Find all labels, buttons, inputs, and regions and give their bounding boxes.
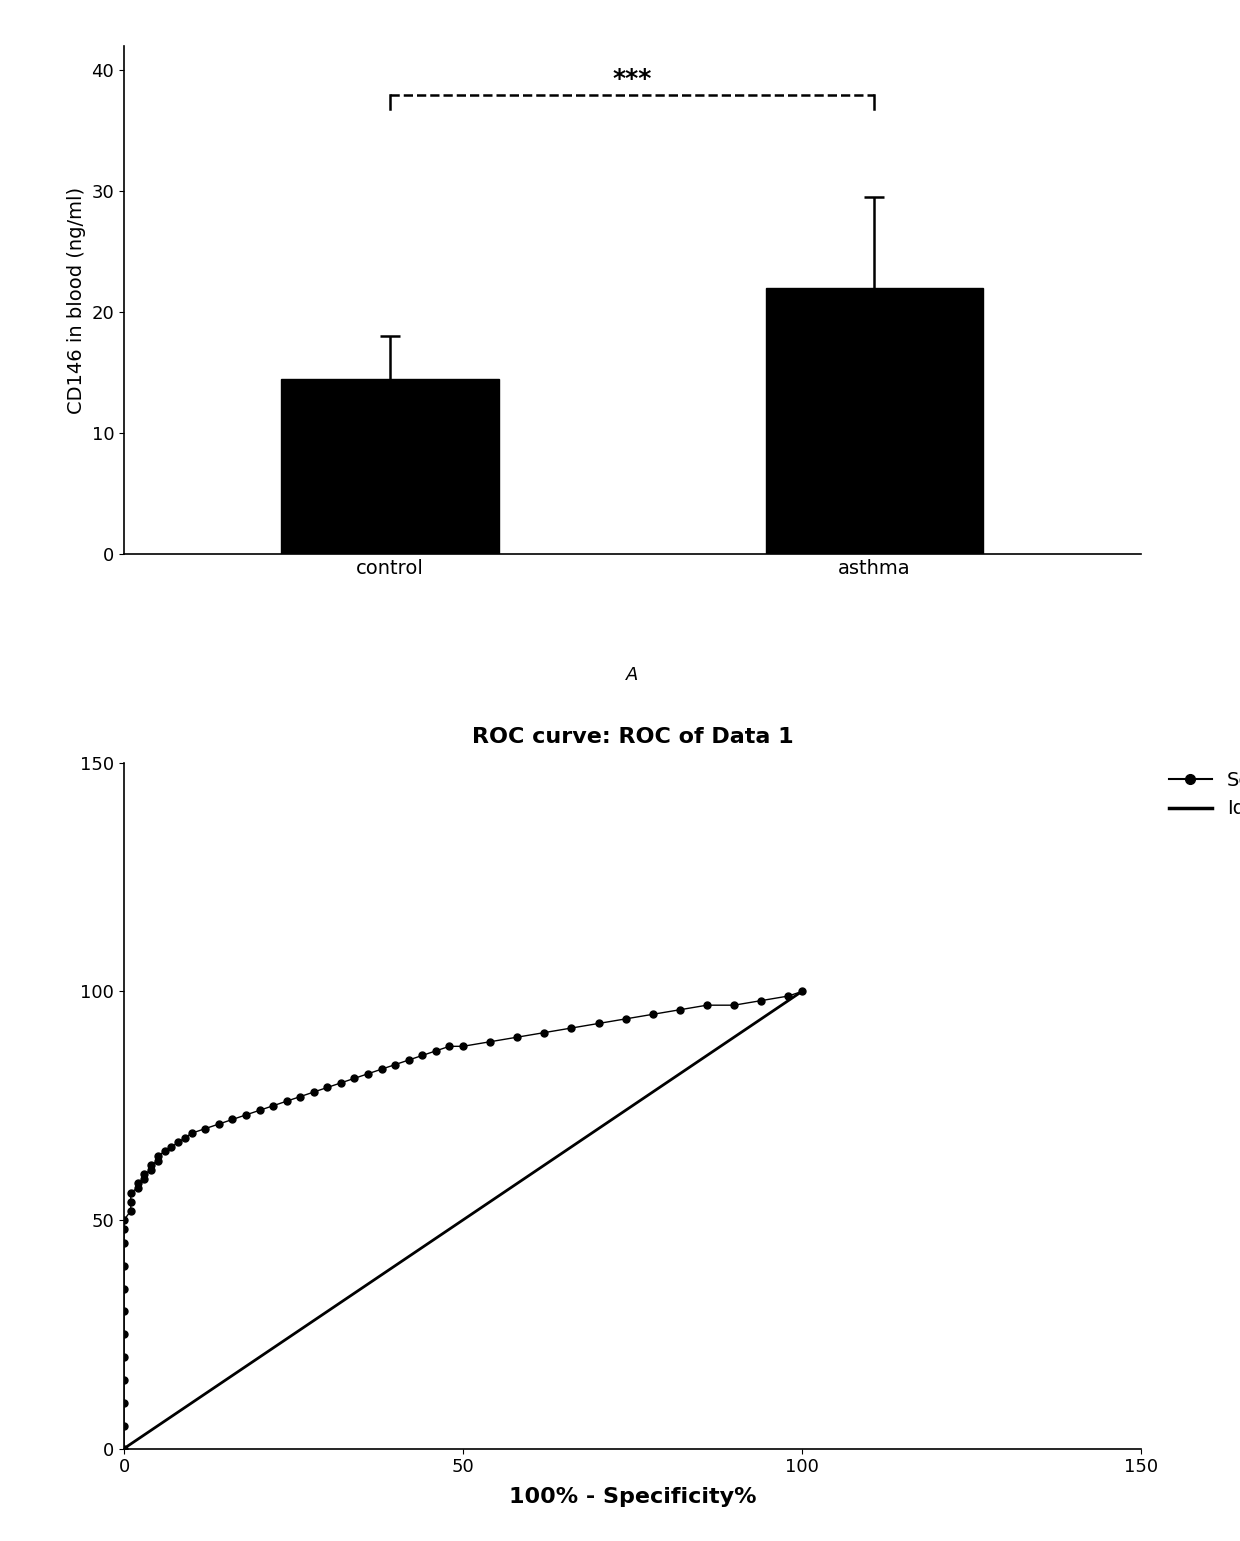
Y-axis label: CD146 in blood (ng/ml): CD146 in blood (ng/ml) (67, 186, 86, 413)
X-axis label: 100% - Specificity%: 100% - Specificity% (508, 1487, 756, 1507)
Text: A: A (626, 666, 639, 684)
Title: ROC curve: ROC of Data 1: ROC curve: ROC of Data 1 (471, 727, 794, 747)
Text: ***: *** (613, 66, 652, 91)
Bar (281, 379, 500, 555)
Legend: Sensitivity%, Identity%: Sensitivity%, Identity% (1161, 763, 1240, 826)
Bar (765, 288, 983, 555)
